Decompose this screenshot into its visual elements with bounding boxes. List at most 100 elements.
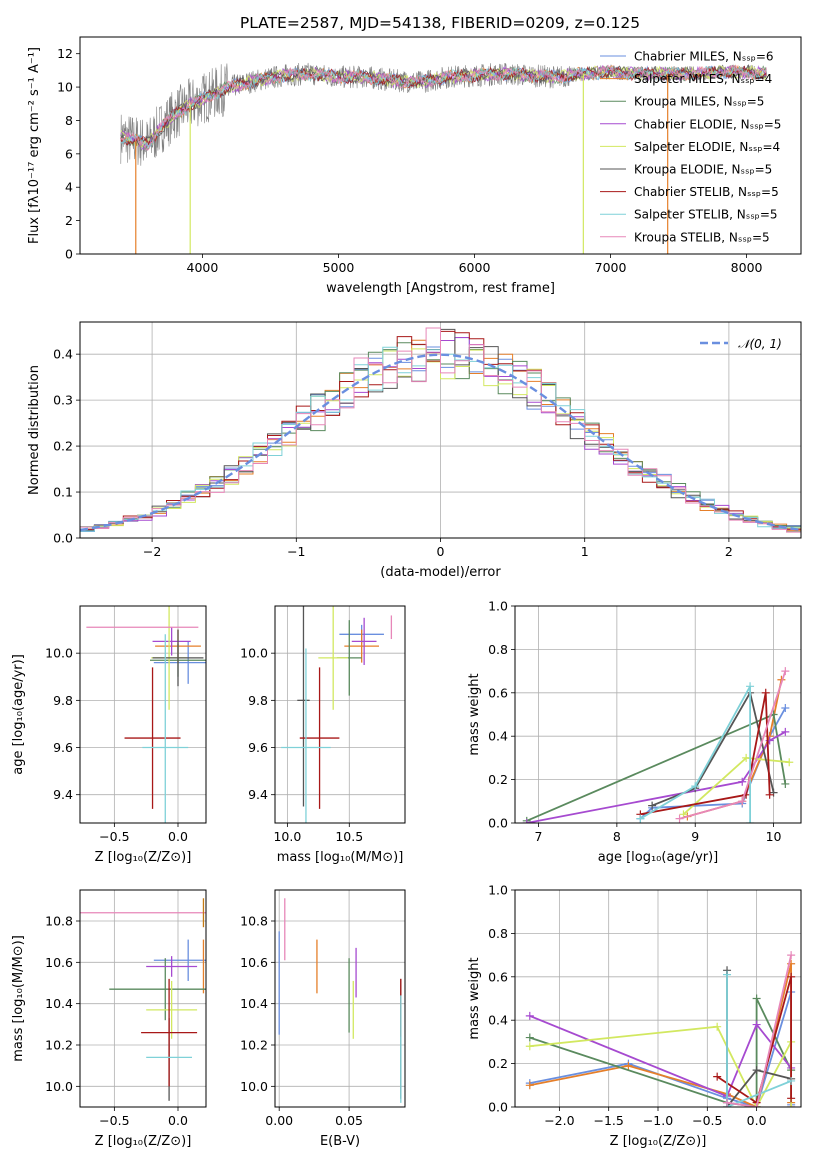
y-tick-label: 0.2 xyxy=(488,1056,508,1071)
plot-area-weight_vs_age xyxy=(522,667,794,823)
weight-marker xyxy=(787,1103,796,1107)
y-axis-label: age [log₁₀(age/yr)] xyxy=(11,654,26,775)
axes-frame xyxy=(274,889,406,1108)
y-tick-label: 9.6 xyxy=(53,740,73,755)
legend-label: 𝒩(0, 1) xyxy=(738,337,782,351)
axes-frame xyxy=(79,36,802,255)
y-tick-label: 0.3 xyxy=(53,393,73,408)
y-tick-label: 0.0 xyxy=(53,531,73,546)
x-axis-label: Z [log₁₀(Z/Z⊙)] xyxy=(610,1134,707,1149)
weight-marker xyxy=(723,1098,732,1107)
legend-label: Kroupa STELIB, Nₛₛₚ=5 xyxy=(634,230,770,244)
legend-label: Salpeter MILES, Nₛₛₚ=4 xyxy=(634,72,772,86)
y-tick-label: 10.0 xyxy=(45,646,73,661)
weight-line xyxy=(529,1025,792,1107)
axes-frame xyxy=(79,605,207,824)
model-spectrum xyxy=(120,64,767,152)
x-tick-label: 0.0 xyxy=(168,1113,188,1128)
y-tick-label: 0.4 xyxy=(488,729,508,744)
weight-marker xyxy=(781,779,790,788)
weight-marker xyxy=(752,1020,761,1029)
gaussian-curve xyxy=(80,353,801,532)
weight-marker xyxy=(752,994,761,1003)
axes-frame xyxy=(514,889,802,1108)
y-axis-label: Normed distribution xyxy=(27,365,42,495)
plot-area-age_vs_mass xyxy=(281,606,393,823)
plot-area-residuals xyxy=(80,327,801,533)
y-tick-label: 10.8 xyxy=(45,914,73,929)
weight-marker xyxy=(787,972,796,981)
legend-label: Kroupa MILES, Nₛₛₚ=5 xyxy=(634,95,764,109)
weight-marker xyxy=(713,1072,722,1081)
x-tick-label: −2.0 xyxy=(544,1113,574,1128)
weight-marker xyxy=(746,819,755,823)
y-tick-label: 6 xyxy=(65,146,73,161)
y-tick-label: 10.2 xyxy=(240,1038,268,1053)
y-tick-label: 0 xyxy=(65,247,73,262)
y-tick-label: 10.0 xyxy=(240,1079,268,1094)
y-tick-label: 10.2 xyxy=(45,1038,73,1053)
y-tick-label: 0.1 xyxy=(53,485,73,500)
panel-weight_vs_age: 7 8 9 10 0.0 0.2 0.4 0.6 0.8 1.0 age [log₁₀(age/yr… xyxy=(467,599,802,865)
x-tick-label: −0.5 xyxy=(99,1113,129,1128)
x-tick-label: −2 xyxy=(143,544,161,559)
weight-line xyxy=(716,976,792,1105)
legend-label: Kroupa ELODIE, Nₛₛₚ=5 xyxy=(634,163,772,177)
weight-marker xyxy=(765,790,774,799)
panel-weight_vs_Z: −2.0 −1.5 −1.0 −0.5 0.0 0.0 0.2 0.4 0.6 0.8 1.0 Z [… xyxy=(467,883,802,1149)
y-tick-label: 0.2 xyxy=(488,772,508,787)
legend-label: Salpeter ELODIE, Nₛₛₚ=4 xyxy=(634,140,780,154)
x-axis-label: mass [log₁₀(M/M⊙)] xyxy=(277,850,404,865)
model-spectrum xyxy=(120,65,767,149)
weight-marker xyxy=(525,1081,534,1090)
weight-marker xyxy=(761,688,770,697)
y-tick-label: 9.8 xyxy=(53,693,73,708)
weight-marker xyxy=(746,682,755,691)
x-tick-label: 0 xyxy=(437,544,445,559)
y-tick-label: 10.8 xyxy=(240,914,268,929)
y-tick-label: 10.6 xyxy=(45,955,73,970)
x-tick-label: 4000 xyxy=(187,260,219,275)
axes-frame xyxy=(274,605,406,824)
y-axis-label: Flux [fλ10⁻¹⁷ erg cm⁻² s⁻¹ A⁻¹] xyxy=(27,47,42,244)
legend: Chabrier MILES, Nₛₛₚ=6 Salpeter MILES, Nₛ… xyxy=(600,50,781,244)
x-tick-label: −1 xyxy=(287,544,305,559)
x-axis-label: (data-model)/error xyxy=(380,565,501,580)
weight-line xyxy=(640,692,771,816)
x-tick-label: 0.0 xyxy=(747,1113,767,1128)
x-tick-label: 9 xyxy=(691,829,699,844)
y-tick-label: 9.8 xyxy=(248,693,268,708)
y-tick-label: 9.4 xyxy=(248,787,268,802)
y-tick-label: 0.8 xyxy=(488,642,508,657)
legend-label: Chabrier MILES, Nₛₛₚ=6 xyxy=(634,50,774,64)
y-tick-label: 8 xyxy=(65,113,73,128)
weight-marker xyxy=(781,703,790,712)
y-tick-label: 0.4 xyxy=(53,347,73,362)
y-tick-label: 0.0 xyxy=(488,816,508,831)
y-tick-label: 0.6 xyxy=(488,969,508,984)
legend: 𝒩(0, 1) xyxy=(700,337,782,351)
x-tick-label: 8 xyxy=(613,829,621,844)
panel-age_vs_mass: 10.0 10.5 9.4 9.6 9.8 10.0 mass [log₁₀(M/M⊙)] xyxy=(240,605,406,865)
weight-marker xyxy=(723,970,732,979)
x-tick-label: −1.5 xyxy=(594,1113,624,1128)
y-tick-label: 0.0 xyxy=(488,1100,508,1115)
x-axis-label: Z [log₁₀(Z/Z⊙)] xyxy=(95,1134,192,1149)
weight-line xyxy=(529,991,792,1107)
plot-area-mass_vs_Z xyxy=(80,898,206,1101)
weight-marker xyxy=(769,788,778,797)
y-tick-label: 9.4 xyxy=(53,787,73,802)
x-axis-label: Z [log₁₀(Z/Z⊙)] xyxy=(95,850,192,865)
weight-marker xyxy=(522,819,531,823)
x-tick-label: −1.0 xyxy=(643,1113,673,1128)
panel-spectrum: 4000 5000 6000 7000 8000 0 2 4 6 8 10 12 wavelength … xyxy=(27,36,802,296)
residual-histogram xyxy=(80,327,801,533)
x-tick-label: −0.5 xyxy=(99,829,129,844)
x-tick-label: −0.5 xyxy=(692,1113,722,1128)
weight-marker xyxy=(742,753,751,762)
y-tick-label: 10.0 xyxy=(45,1079,73,1094)
y-tick-label: 10 xyxy=(57,80,73,95)
x-tick-label: 1 xyxy=(581,544,589,559)
weight-marker xyxy=(525,1011,534,1020)
weight-marker xyxy=(713,1022,722,1031)
